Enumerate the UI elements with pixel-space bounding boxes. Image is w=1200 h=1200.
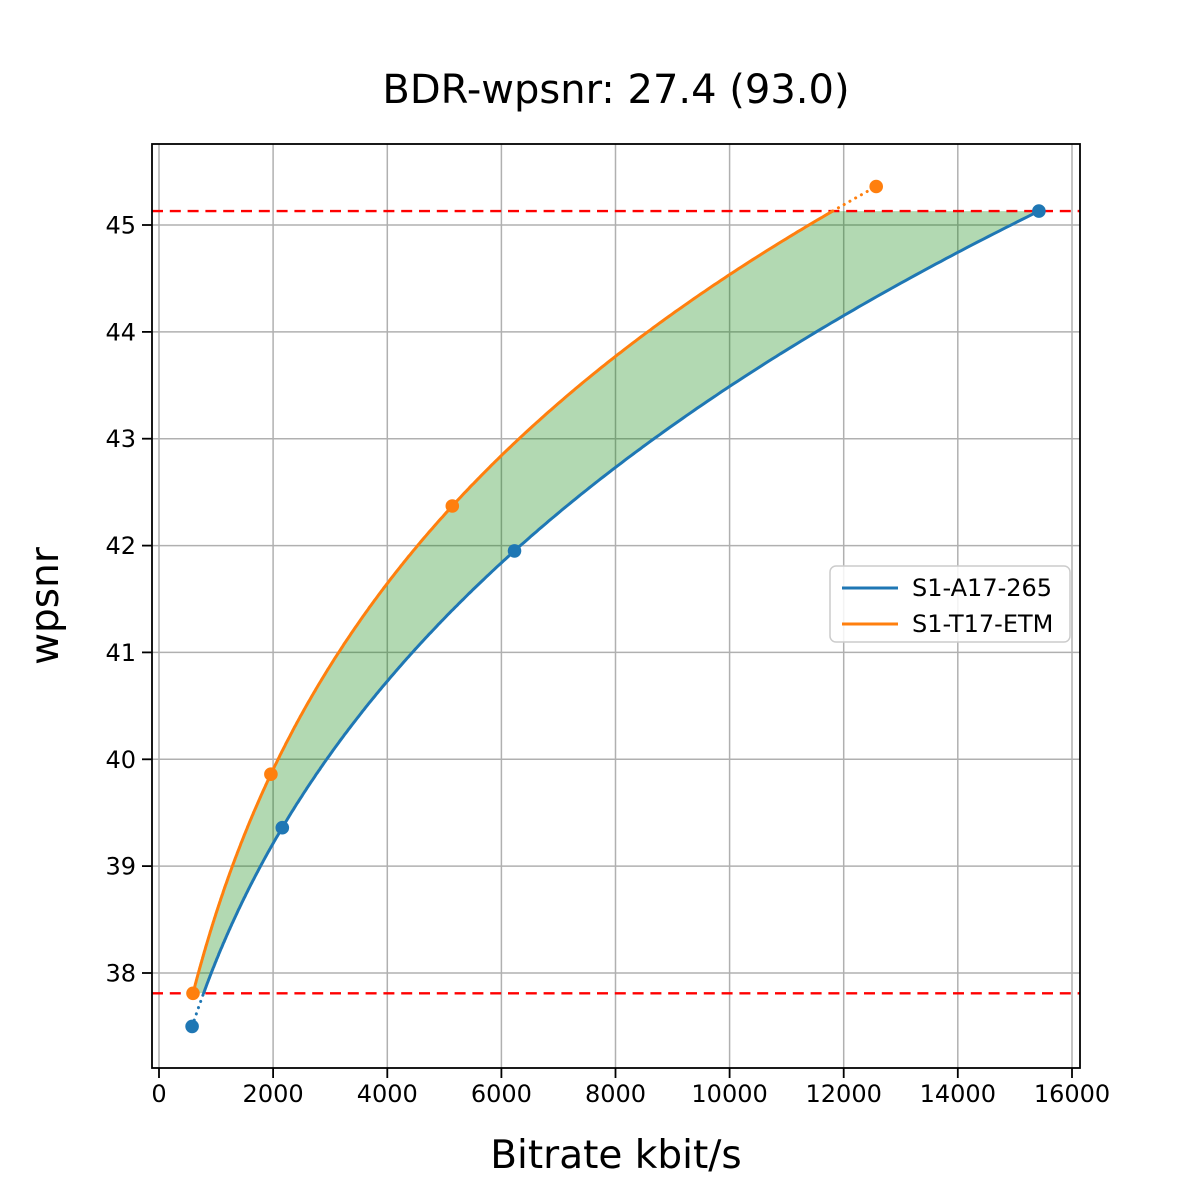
curve-s1-t17-etm xyxy=(191,209,835,995)
x-tick-label: 8000 xyxy=(585,1080,646,1108)
x-tick-label: 12000 xyxy=(806,1080,882,1108)
y-tick-label: 45 xyxy=(105,212,136,240)
y-tick-label: 44 xyxy=(105,318,136,346)
x-tick-label: 16000 xyxy=(1034,1080,1110,1108)
y-tick-label: 40 xyxy=(105,746,136,774)
axes-layer xyxy=(142,143,1081,1078)
legend-label-s1-t17-etm: S1-T17-ETM xyxy=(912,610,1053,638)
x-axis-label: Bitrate kbit/s xyxy=(490,1133,741,1178)
fill-layer xyxy=(193,211,1039,994)
markers-layer xyxy=(185,179,1046,1034)
y-axis-label: wpsnr xyxy=(23,546,68,665)
y-tick-label: 38 xyxy=(105,960,136,988)
x-tick-label: 10000 xyxy=(691,1080,767,1108)
data-point-s1-a17-265 xyxy=(1032,204,1046,218)
legend-label-s1-a17-265: S1-A17-265 xyxy=(912,574,1052,602)
data-point-s1-a17-265 xyxy=(185,1019,199,1034)
data-point-s1-t17-etm xyxy=(445,499,460,513)
legend: S1-A17-265 S1-T17-ETM xyxy=(829,565,1071,643)
data-point-s1-t17-etm xyxy=(264,767,278,781)
bd-overlap-area xyxy=(193,211,1039,994)
x-tick-label: 0 xyxy=(151,1080,166,1108)
y-tick-label: 43 xyxy=(105,425,136,453)
reference-lines-layer xyxy=(152,209,1080,995)
data-point-s1-t17-etm xyxy=(869,179,883,194)
x-tick-label: 2000 xyxy=(243,1080,304,1108)
curve-s1-a17-265 xyxy=(202,209,1041,995)
y-tick-label: 39 xyxy=(105,853,136,881)
x-tick-label: 6000 xyxy=(471,1080,532,1108)
gridlines-layer xyxy=(152,144,1080,1068)
x-tick-label: 4000 xyxy=(357,1080,418,1108)
y-tick-label: 42 xyxy=(105,532,136,560)
tick-labels-layer: 0 2000 4000 6000 8000 10000 12000 14000 16000 38 3… xyxy=(105,212,1110,1109)
y-tick-label: 41 xyxy=(105,639,136,667)
x-tick-label: 14000 xyxy=(920,1080,996,1108)
curve-dotted-s1-t17-etm xyxy=(831,185,878,213)
data-point-s1-t17-etm xyxy=(186,986,200,1001)
data-point-s1-a17-265 xyxy=(507,544,522,558)
data-point-s1-a17-265 xyxy=(275,820,290,835)
chart-title: BDR-wpsnr: 27.4 (93.0) xyxy=(382,67,849,113)
